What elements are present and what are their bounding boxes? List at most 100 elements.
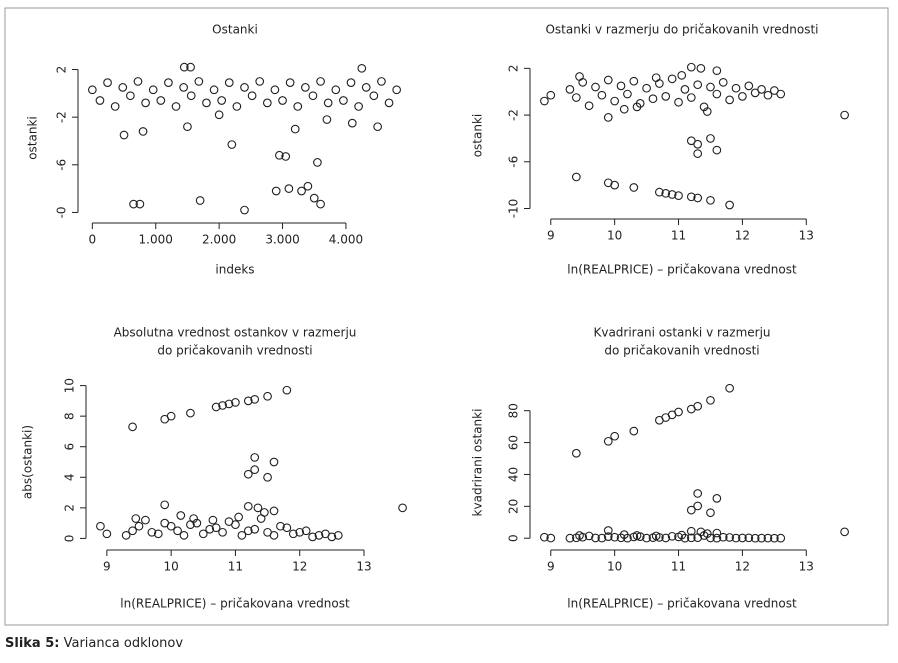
y-axis-label: abs(ostanki) <box>21 425 35 499</box>
point <box>738 92 747 101</box>
point <box>227 140 237 149</box>
x-tick-label: 12 <box>292 560 307 574</box>
point <box>156 96 166 105</box>
x-tick-label: 3.000 <box>265 233 299 247</box>
point <box>712 89 722 99</box>
point <box>686 192 696 202</box>
point <box>263 472 272 482</box>
point <box>217 96 227 105</box>
y-tick-label: 80 <box>507 403 521 418</box>
point <box>706 134 715 143</box>
point <box>686 62 696 72</box>
point <box>738 533 747 543</box>
point <box>603 436 613 446</box>
point <box>250 524 260 534</box>
point <box>712 494 722 503</box>
point <box>674 97 683 107</box>
point <box>619 104 629 114</box>
point <box>584 101 594 111</box>
point <box>610 96 620 106</box>
y-tick-label: 4 <box>63 473 77 481</box>
chart-title: Absolutna vrednost ostankov v razmerju <box>114 326 357 340</box>
point <box>686 526 696 536</box>
y-tick-label: -2 <box>507 109 521 121</box>
point <box>134 521 144 531</box>
point <box>285 78 295 87</box>
point <box>629 183 639 192</box>
y-tick-label: -2 <box>55 111 69 123</box>
point <box>288 529 298 539</box>
point <box>840 527 849 537</box>
point <box>661 188 671 198</box>
point <box>179 531 189 540</box>
point <box>677 71 687 80</box>
point <box>194 77 204 86</box>
x-tick-label: 9 <box>103 560 111 574</box>
point <box>731 83 741 93</box>
point <box>619 530 629 539</box>
point <box>322 115 332 124</box>
point <box>776 89 786 99</box>
point <box>295 527 305 537</box>
point <box>218 401 227 410</box>
point <box>282 523 292 533</box>
point <box>205 524 215 534</box>
x-tick-label: 13 <box>356 560 371 574</box>
point <box>603 75 613 85</box>
point <box>331 85 341 95</box>
y-tick-label: 8 <box>63 412 77 420</box>
caption: Slika 5: Varianca odklonov <box>5 636 183 651</box>
point <box>297 186 306 196</box>
y-axis-label: ostanki <box>471 114 485 158</box>
point <box>693 489 703 498</box>
y-tick-label: 2 <box>55 66 69 74</box>
point <box>243 501 253 511</box>
point <box>231 398 240 407</box>
caption-text: Varianca odklonov <box>64 636 184 651</box>
point <box>269 457 279 467</box>
point <box>674 191 683 200</box>
x-tick-label: 10 <box>164 560 179 574</box>
y-tick-label: 0 <box>63 535 77 543</box>
point <box>725 95 734 105</box>
point <box>540 532 549 542</box>
point <box>763 533 773 543</box>
x-tick-label: 9 <box>547 229 555 243</box>
point <box>757 533 766 543</box>
point <box>186 62 195 72</box>
point <box>706 395 715 405</box>
point <box>224 78 234 87</box>
point <box>270 85 280 95</box>
point <box>339 96 348 105</box>
point <box>361 83 371 92</box>
point <box>744 81 754 91</box>
y-tick-label: 60 <box>507 435 521 450</box>
point <box>840 110 849 120</box>
point <box>171 102 181 111</box>
point <box>243 469 253 479</box>
y-tick-label: 20 <box>507 499 521 514</box>
point <box>147 527 157 537</box>
point <box>776 533 786 543</box>
point <box>271 186 281 196</box>
point <box>632 531 642 540</box>
point <box>667 190 677 199</box>
point <box>186 408 195 418</box>
point <box>610 431 620 441</box>
point <box>642 83 651 93</box>
figure-frame <box>4 7 889 626</box>
point <box>369 91 379 101</box>
point <box>121 531 131 540</box>
point <box>610 532 620 542</box>
point <box>281 152 291 161</box>
point <box>211 402 221 412</box>
point <box>164 78 173 87</box>
point <box>160 500 170 510</box>
point <box>346 78 356 87</box>
point <box>95 96 105 105</box>
point <box>763 90 773 100</box>
point <box>693 401 703 411</box>
point <box>718 78 728 87</box>
x-tick-label: 11 <box>671 229 686 243</box>
